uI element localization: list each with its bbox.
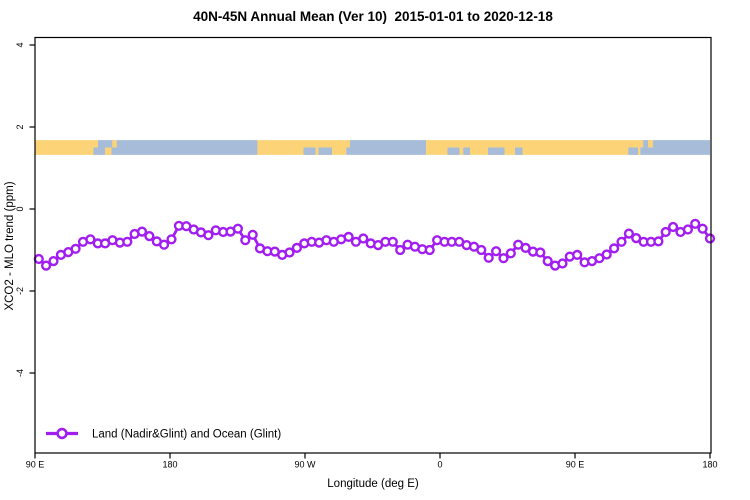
data-point-marker: [572, 249, 583, 261]
data-point-marker: [70, 243, 81, 254]
y-tick-label: 0: [15, 206, 25, 211]
map-land-detail: [640, 140, 644, 148]
y-tick-label: -4: [15, 369, 25, 377]
data-series: [33, 218, 716, 271]
map-ocean-detail: [318, 147, 332, 155]
map-land-segment: [35, 140, 98, 155]
map-ocean-detail: [488, 147, 505, 155]
data-point-marker: [653, 236, 664, 247]
map-land-detail: [112, 140, 117, 148]
data-point-marker: [535, 247, 546, 258]
data-point-marker: [358, 233, 369, 244]
legend-marker-icon: [56, 427, 68, 440]
y-axis-ticks: 4 2 0 -2 -4: [15, 42, 35, 377]
data-point-marker: [601, 249, 612, 260]
map-ocean-detail: [628, 147, 638, 155]
data-point-marker: [623, 228, 635, 239]
chart-title: 40N-45N Annual Mean (Ver 10) 2015-01-01 …: [193, 9, 553, 24]
land-ocean-map-strip: [35, 140, 710, 155]
data-point-marker: [660, 226, 671, 238]
data-point-marker: [343, 231, 354, 243]
map-ocean-detail: [93, 147, 98, 155]
data-point-marker: [387, 236, 398, 247]
data-point-marker: [48, 256, 59, 267]
plot-border: [34, 36, 712, 454]
data-point-marker: [483, 252, 494, 263]
map-land-detail: [105, 147, 112, 155]
data-point-marker: [704, 233, 716, 244]
x-tick-label: 0: [437, 460, 442, 470]
x-axis-ticks: 90 E 180 90 W 0 90 E 180: [26, 453, 718, 470]
data-point-marker: [144, 231, 155, 242]
data-point-marker: [608, 243, 620, 254]
data-point-marker: [697, 223, 708, 234]
map-ocean-segment: [346, 140, 427, 155]
map-ocean-detail: [515, 147, 523, 155]
data-point-marker: [476, 244, 487, 256]
y-axis-label: XCO2 - MLO trend (ppm): [4, 181, 16, 310]
data-point-marker: [136, 226, 148, 237]
data-point-marker: [557, 258, 568, 269]
data-point-marker: [498, 253, 509, 264]
data-point-marker: [33, 253, 44, 265]
legend: Land (Nadir&Glint) and Ocean (Glint): [46, 427, 281, 441]
data-point-marker: [159, 239, 170, 250]
map-land-detail: [346, 140, 350, 148]
map-ocean-detail: [447, 147, 460, 155]
data-point-marker: [542, 256, 553, 267]
data-point-marker: [247, 229, 258, 240]
data-point-marker: [122, 236, 133, 247]
data-point-marker: [667, 221, 679, 233]
data-point-marker: [682, 224, 694, 235]
x-tick-label: 180: [702, 460, 717, 470]
x-axis-label: Longitude (deg E): [327, 478, 419, 490]
x-tick-label: 90 W: [294, 460, 316, 470]
data-point-marker: [232, 223, 244, 234]
data-point-marker: [85, 234, 96, 245]
data-point-marker: [284, 247, 295, 258]
map-land-detail: [648, 140, 653, 148]
map-land-segment: [257, 140, 347, 155]
data-point-marker: [240, 235, 251, 246]
data-point-marker: [690, 218, 701, 229]
map-ocean-segment: [98, 140, 258, 155]
map-ocean-segment: [640, 140, 710, 155]
data-point-marker: [40, 260, 52, 271]
x-tick-label: 90 E: [26, 460, 45, 470]
data-point-marker: [616, 236, 627, 247]
y-tick-label: 2: [15, 124, 25, 129]
legend-label: Land (Nadir&Glint) and Ocean (Glint): [92, 429, 281, 441]
data-point-marker: [291, 242, 303, 254]
x-tick-label: 90 E: [566, 460, 585, 470]
data-point-marker: [424, 244, 435, 256]
y-tick-label: 4: [15, 42, 25, 47]
data-point-marker: [166, 234, 177, 245]
y-tick-label: -2: [15, 287, 25, 295]
map-land-segment: [426, 140, 641, 155]
data-point-marker: [505, 248, 516, 259]
data-point-marker: [491, 246, 502, 257]
data-point-marker: [395, 244, 406, 256]
map-ocean-detail: [303, 147, 316, 155]
map-ocean-detail: [463, 147, 470, 155]
x-tick-label: 180: [162, 460, 177, 470]
data-point-marker: [203, 230, 214, 241]
